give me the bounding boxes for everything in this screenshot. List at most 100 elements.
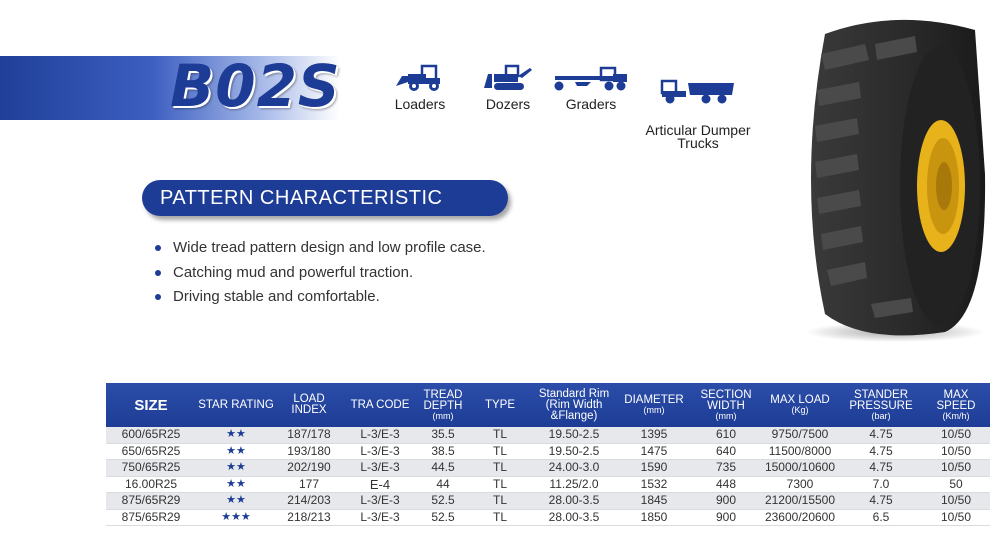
cell: 218/213	[276, 509, 342, 526]
cell: 6.5	[840, 509, 922, 526]
cell: L-3/E-3	[342, 443, 418, 460]
cell: 15000/10600	[760, 459, 840, 477]
dozer-icon	[484, 64, 532, 90]
col-header-standard-rim: Standard Rim (Rim Width &Flange)	[538, 387, 610, 422]
cell: 28.00-3.5	[532, 492, 616, 510]
applications: Loaders Dozers Graders Articular Dumper …	[388, 64, 758, 150]
cell: 28.00-3.5	[532, 509, 616, 526]
table-row: 875/65R29 ★★ 214/203 L-3/E-3 52.5 TL 28.00-3.5…	[106, 492, 990, 510]
cell: 193/180	[276, 443, 342, 460]
table-row: 875/65R29 ★★★ 218/213 L-3/E-3 52.5 TL 28.00-3.…	[106, 509, 990, 526]
cell: E-4	[342, 476, 418, 493]
cell: ★★	[196, 459, 276, 477]
cell: 11.25/2.0	[532, 476, 616, 493]
cell: 4.75	[840, 443, 922, 460]
app-label-dozers: Dozers	[485, 96, 531, 112]
cell: 19.50-2.5	[532, 443, 616, 460]
cell: 610	[692, 427, 760, 444]
cell: 10/50	[922, 459, 990, 477]
cell: 23600/20600	[760, 509, 840, 526]
cell: 900	[692, 509, 760, 526]
table-row: 650/65R25 ★★ 193/180 L-3/E-3 38.5 TL 19.50-2.5…	[106, 443, 990, 460]
col-header-max-speed: MAX SPEED (Km/h)	[936, 388, 976, 421]
col-header-tra-code: TRA CODE	[350, 398, 410, 411]
cell: 900	[692, 492, 760, 510]
cell: 21200/15500	[760, 492, 840, 510]
model-name: B02S	[170, 52, 341, 120]
app-label-dumper-trucks: Articular Dumper Trucks	[645, 122, 751, 151]
cell: L-3/E-3	[342, 509, 418, 526]
section-title-pill: PATTERN CHARACTERISTIC	[142, 180, 508, 216]
app-label-graders: Graders	[565, 96, 617, 112]
cell: 16.00R25	[106, 476, 196, 493]
table-row: 16.00R25 ★★ 177 E-4 44 TL 11.25/2.0 1532 448 7300…	[106, 476, 990, 493]
cell: 1475	[616, 443, 692, 460]
cell: ★★★	[196, 509, 276, 526]
col-header-max-load: MAX LOAD (Kg)	[770, 394, 830, 415]
cell: 44.5	[418, 459, 468, 477]
cell: 7300	[760, 476, 840, 493]
feature-list: Wide tread pattern design and low profil…	[155, 238, 486, 312]
app-label-loaders: Loaders	[394, 96, 446, 112]
cell: ★★	[196, 492, 276, 510]
app-dozers: Dozers	[476, 64, 540, 111]
section-title: PATTERN CHARACTERISTIC	[160, 187, 443, 209]
cell: 1590	[616, 459, 692, 477]
cell: L-3/E-3	[342, 427, 418, 444]
cell: TL	[468, 427, 532, 444]
cell: 4.75	[840, 427, 922, 444]
cell: 1532	[616, 476, 692, 493]
cell: 50	[922, 476, 990, 493]
cell: 4.75	[840, 492, 922, 510]
cell: 640	[692, 443, 760, 460]
cell: 875/65R29	[106, 492, 196, 510]
cell: L-3/E-3	[342, 459, 418, 477]
cell: 1850	[616, 509, 692, 526]
cell: TL	[468, 443, 532, 460]
cell: 448	[692, 476, 760, 493]
cell: 10/50	[922, 509, 990, 526]
cell: ★★	[196, 443, 276, 460]
cell: 750/65R25	[106, 459, 196, 477]
cell: TL	[468, 509, 532, 526]
col-header-stander-pressure: STANDER PRESSURE (bar)	[849, 388, 913, 421]
cell: 35.5	[418, 427, 468, 444]
cell: 202/190	[276, 459, 342, 477]
feature-item: Catching mud and powerful traction.	[155, 263, 486, 288]
table-header-row: SIZE STAR RATING LOAD INDEX TRA CODE TRE…	[106, 383, 990, 427]
spec-table: SIZE STAR RATING LOAD INDEX TRA CODE TRE…	[106, 383, 990, 526]
cell: 38.5	[418, 443, 468, 460]
cell: 1395	[616, 427, 692, 444]
cell: 52.5	[418, 509, 468, 526]
cell: ★★	[196, 476, 276, 493]
tire-image	[805, 19, 986, 342]
cell: TL	[468, 492, 532, 510]
table-row: 600/65R25 ★★ 187/178 L-3/E-3 35.5 TL 19.50-2.5…	[106, 427, 990, 444]
cell: TL	[468, 476, 532, 493]
col-header-tread-depth: TREAD DEPTH (mm)	[423, 388, 463, 421]
col-header-size: SIZE	[134, 396, 168, 414]
cell: 19.50-2.5	[532, 427, 616, 444]
model-banner	[0, 56, 340, 120]
col-header-diameter: DIAMETER (mm)	[624, 394, 684, 415]
dumper-truck-icon	[660, 79, 734, 104]
feature-item: Driving stable and comfortable.	[155, 287, 486, 312]
cell: 1845	[616, 492, 692, 510]
col-header-star-rating: STAR RATING	[198, 398, 274, 411]
col-header-type: TYPE	[484, 398, 516, 411]
cell: 9750/7500	[760, 427, 840, 444]
cell: 187/178	[276, 427, 342, 444]
cell: 650/65R25	[106, 443, 196, 460]
col-header-section-width: SECTION WIDTH (mm)	[700, 388, 752, 421]
cell: 600/65R25	[106, 427, 196, 444]
cell: 10/50	[922, 492, 990, 510]
cell: 4.75	[840, 459, 922, 477]
cell: 11500/8000	[760, 443, 840, 460]
app-graders: Graders	[550, 64, 632, 111]
cell: 735	[692, 459, 760, 477]
cell: 52.5	[418, 492, 468, 510]
app-dumper-trucks: Articular Dumper Trucks	[640, 64, 756, 150]
cell: ★★	[196, 427, 276, 444]
cell: 10/50	[922, 427, 990, 444]
feature-item: Wide tread pattern design and low profil…	[155, 238, 486, 263]
